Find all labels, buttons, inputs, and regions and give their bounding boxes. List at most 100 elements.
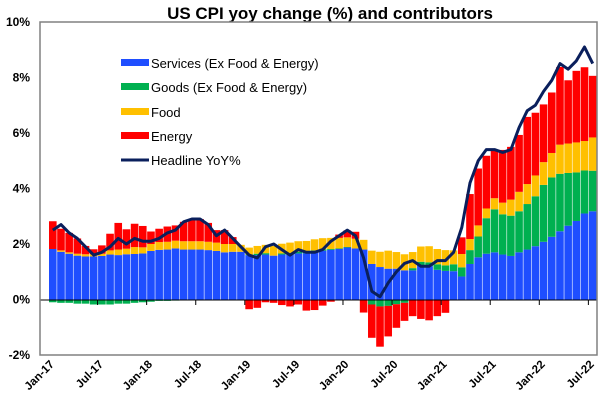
- bar-segment-services: [588, 211, 597, 300]
- bar-segment-food: [368, 250, 376, 264]
- bar-segment-food: [580, 141, 589, 171]
- bar-segment-energy: [89, 249, 98, 255]
- bar-segment-services: [547, 236, 556, 300]
- bar-segment-goods: [490, 209, 499, 253]
- bar-segment-services: [130, 253, 139, 300]
- bar-segment-food: [547, 152, 556, 178]
- bar-segment-services: [425, 266, 433, 300]
- bar-segment-food: [425, 246, 433, 263]
- bar-segment-goods: [408, 268, 417, 271]
- bar-segment-goods: [547, 177, 556, 237]
- bar-segment-food: [466, 239, 474, 251]
- bar-segment-services: [237, 251, 245, 300]
- bar-segment-goods: [458, 267, 466, 277]
- bar-segment-food: [204, 241, 213, 251]
- bar-segment-services: [564, 225, 572, 300]
- bar-segment-goods: [384, 299, 392, 306]
- bar-segment-food: [163, 241, 172, 250]
- bar-segment-services: [228, 251, 237, 300]
- bar-segment-goods: [466, 250, 474, 264]
- bar-segment-goods: [498, 214, 507, 255]
- bar-segment-energy: [310, 299, 319, 311]
- bar-segment-food: [490, 198, 499, 210]
- bar-segment-goods: [368, 299, 376, 305]
- bar-segment-food: [441, 250, 450, 266]
- bar-segment-energy: [204, 222, 213, 242]
- bar-segment-food: [523, 184, 532, 205]
- x-tick-label: Jul-19: [270, 359, 302, 391]
- bar-segment-goods: [482, 218, 491, 254]
- bar-segment-energy: [57, 228, 65, 251]
- bar-segment-goods: [49, 299, 57, 303]
- bar-segment-food: [294, 241, 302, 252]
- bar-segment-goods: [433, 264, 442, 270]
- bar-segment-services: [65, 253, 73, 300]
- bar-segment-services: [155, 249, 163, 300]
- bar-segment-services: [335, 248, 343, 300]
- bar-segment-services: [556, 231, 564, 300]
- bar-segment-services: [114, 255, 123, 300]
- bar-segment-food: [155, 242, 163, 250]
- bar-segment-goods: [294, 251, 302, 254]
- bar-segment-energy: [98, 245, 106, 254]
- bar-segment-services: [507, 255, 515, 300]
- bar-segment-services: [89, 256, 98, 300]
- bar-segment-food: [474, 225, 482, 237]
- x-axis-ticks: [97, 300, 589, 305]
- bar-segment-energy: [433, 299, 442, 317]
- bar-segment-food: [376, 251, 384, 268]
- bar-segment-services: [220, 252, 229, 300]
- bar-segment-food: [539, 162, 548, 185]
- bar-segment-goods: [106, 299, 114, 305]
- bar-segment-food: [449, 250, 458, 265]
- bar-segment-food: [130, 247, 139, 254]
- bar-segment-services: [466, 263, 474, 300]
- bar-segment-energy: [106, 233, 114, 251]
- bar-segment-food: [515, 191, 523, 212]
- bars-group: [49, 66, 597, 347]
- y-tick-label: -2%: [9, 348, 31, 362]
- bar-segment-goods: [98, 299, 106, 305]
- bar-segment-food: [188, 241, 196, 250]
- bar-segment-services: [302, 253, 311, 300]
- bar-segment-food: [73, 253, 82, 256]
- y-tick-label: 6%: [13, 126, 31, 140]
- chart-title: US CPI yoy change (%) and contributors: [167, 4, 493, 23]
- bar-segment-energy: [425, 299, 433, 321]
- bar-segment-energy: [474, 168, 482, 226]
- bar-segment-energy: [482, 155, 491, 209]
- bar-segment-services: [318, 250, 327, 300]
- bar-segment-services: [49, 248, 57, 300]
- legend-swatch-goods: [121, 83, 149, 90]
- bar-segment-energy: [171, 225, 180, 241]
- bar-segment-energy: [302, 299, 311, 311]
- x-tick-label: Jul-17: [74, 359, 106, 391]
- bar-segment-food: [482, 208, 491, 219]
- bar-segment-services: [376, 267, 384, 300]
- bar-segment-food: [327, 237, 335, 249]
- bar-segment-services: [278, 254, 286, 300]
- y-tick-label: 8%: [13, 71, 31, 85]
- bar-segment-services: [572, 220, 581, 300]
- x-tick-label: Jan-20: [317, 359, 351, 393]
- bar-segment-energy: [408, 299, 417, 317]
- bar-segment-goods: [261, 253, 270, 255]
- bar-segment-energy: [220, 230, 229, 244]
- bar-segment-services: [196, 249, 204, 300]
- bar-segment-goods: [400, 299, 409, 303]
- bar-segment-services: [171, 248, 180, 300]
- bar-segment-energy: [588, 75, 597, 138]
- bar-segment-food: [196, 241, 204, 250]
- bar-segment-services: [498, 254, 507, 300]
- y-axis-labels: -2% 0% 2% 4% 6% 8% 10%: [6, 15, 30, 362]
- bar-segment-goods: [114, 299, 123, 304]
- bar-segment-services: [212, 250, 221, 300]
- bar-segment-goods: [130, 299, 139, 303]
- bar-segment-food: [114, 249, 123, 256]
- bar-segment-food: [392, 252, 401, 269]
- bar-segment-energy: [376, 306, 384, 347]
- bar-segment-goods: [376, 299, 384, 307]
- bar-segment-food: [171, 240, 180, 249]
- bar-segment-energy: [368, 304, 376, 338]
- bar-segment-energy: [138, 225, 147, 248]
